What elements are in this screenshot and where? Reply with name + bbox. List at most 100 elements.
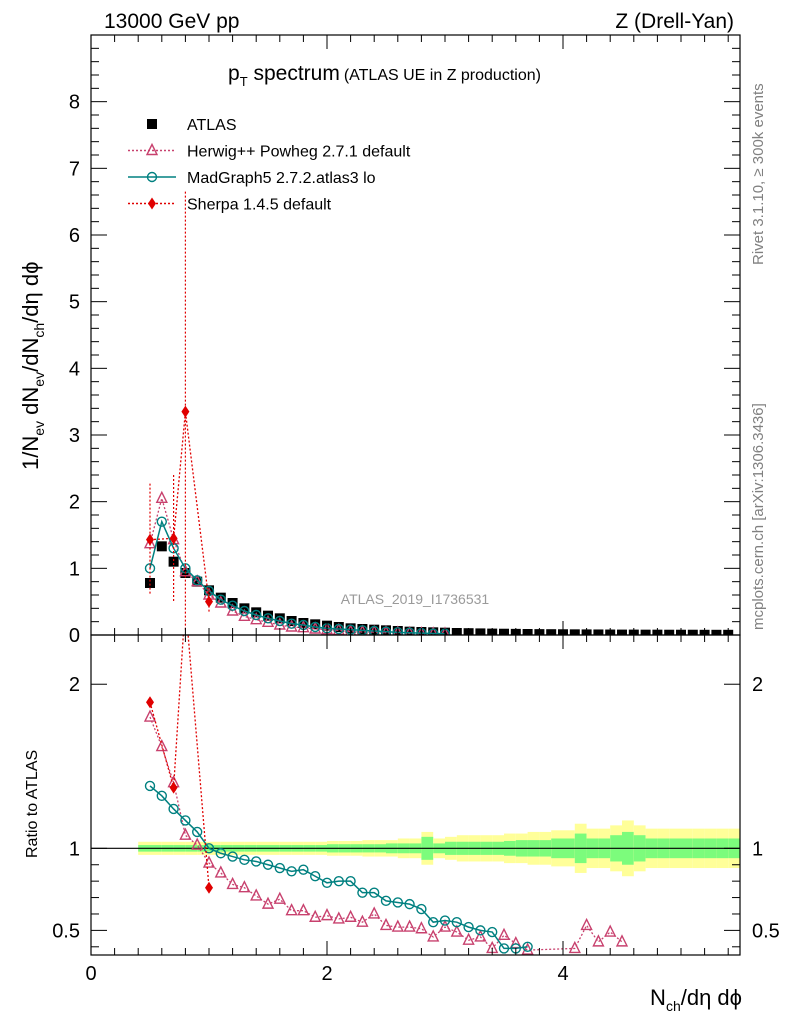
data-point	[404, 898, 415, 910]
data-point	[309, 909, 322, 922]
ratio-y-tick-label-right: 2	[752, 674, 763, 696]
legend-item: Sherpa 1.4.5 default	[128, 197, 332, 214]
x-tick-label: 4	[557, 963, 568, 985]
legend-item: MadGraph5 2.7.2.atlas3 lo	[128, 170, 376, 187]
data-point	[320, 908, 334, 921]
series-diamond	[146, 191, 213, 632]
data-point	[392, 897, 403, 908]
y-tick-label: 0	[69, 625, 80, 647]
data-point	[379, 917, 393, 931]
data-point	[451, 916, 462, 928]
data-point	[333, 623, 344, 635]
data-point	[427, 929, 440, 942]
y-tick-label: 2	[69, 492, 80, 514]
data-point	[333, 622, 344, 632]
data-point	[593, 629, 604, 635]
data-point	[381, 625, 391, 635]
data-point	[428, 628, 439, 635]
data-point	[404, 627, 415, 635]
data-point	[580, 917, 593, 931]
y-tick-label: 3	[69, 425, 80, 447]
data-point	[191, 837, 204, 850]
ratio-y-tick-label: 2	[69, 674, 80, 696]
series-circle	[144, 516, 451, 635]
data-point	[509, 935, 522, 949]
data-point	[615, 934, 629, 947]
data-point	[155, 739, 168, 752]
data-point	[169, 532, 178, 545]
data-point	[227, 598, 238, 608]
data-point	[498, 943, 510, 954]
series-line	[149, 635, 210, 888]
legend: ATLAS Herwig++ Powheg 2.7.1 default MadGra…	[128, 117, 411, 214]
data-point	[356, 914, 369, 927]
data-point	[450, 924, 463, 937]
data-point	[310, 871, 321, 882]
data-point	[391, 919, 404, 932]
y-tick-label: 1	[69, 558, 80, 580]
data-point	[463, 921, 474, 933]
data-point	[487, 926, 498, 938]
data-point	[146, 696, 154, 709]
ratio-y-tick-label-right: 1	[752, 838, 763, 860]
data-point	[192, 576, 203, 587]
data-point	[168, 556, 179, 567]
legend-marker	[146, 171, 158, 183]
data-point	[146, 533, 154, 546]
data-point	[274, 862, 285, 874]
series-triangle	[143, 709, 629, 955]
data-point	[239, 603, 250, 614]
data-point	[156, 790, 168, 802]
ratio-series	[143, 635, 629, 955]
axes: 0 2 4 0 1 2 3 4 5 6 7 8 0.5 0.5 1 1 2 2	[52, 34, 780, 985]
data-point	[438, 919, 452, 932]
legend-label: MadGraph5 2.7.2.atlas3 lo	[187, 170, 376, 187]
data-point	[369, 887, 380, 898]
series-line	[149, 519, 446, 635]
data-point	[179, 827, 192, 840]
data-point	[332, 911, 345, 924]
data-point	[451, 628, 462, 635]
y-tick-label: 5	[69, 292, 80, 314]
data-point	[439, 915, 451, 926]
data-point	[215, 594, 227, 605]
data-point	[404, 626, 415, 635]
data-point	[297, 903, 310, 916]
data-point	[687, 629, 698, 635]
data-point	[403, 919, 416, 932]
data-point	[344, 909, 357, 922]
data-point	[191, 575, 203, 586]
series-circle	[144, 780, 533, 954]
data-point	[250, 888, 263, 901]
data-point	[416, 903, 427, 915]
data-point	[180, 815, 191, 826]
data-point	[202, 855, 216, 868]
legend-marker	[147, 119, 157, 129]
data-point	[345, 875, 356, 887]
data-point	[345, 624, 357, 635]
data-point	[239, 605, 250, 617]
plot-title: pT spectrum (ATLAS UE in Z production)	[228, 62, 541, 89]
data-point	[321, 877, 333, 888]
main-y-axis-label: 1/Nev dNev/dNch/dη dϕ	[18, 262, 47, 470]
data-point	[428, 627, 439, 635]
rivet-version-label: Rivet 3.1.10, ≥ 300k events	[750, 83, 767, 265]
ratio-y-tick-label: 1	[69, 838, 80, 860]
data-point	[522, 629, 533, 635]
data-point	[251, 609, 262, 621]
data-point	[428, 916, 439, 928]
data-point	[521, 942, 534, 955]
data-point	[227, 600, 238, 611]
data-point	[285, 903, 298, 916]
data-point	[261, 614, 275, 628]
series-triangle	[143, 490, 450, 635]
ratio-y-tick-label-right: 0.5	[752, 920, 780, 942]
data-point	[380, 626, 392, 635]
main-series	[143, 191, 734, 635]
data-point	[333, 875, 344, 887]
data-point	[286, 866, 297, 877]
data-point	[475, 628, 486, 635]
y-tick-label: 6	[69, 225, 80, 247]
legend-item: Herwig++ Powheg 2.7.1 default	[128, 142, 411, 161]
